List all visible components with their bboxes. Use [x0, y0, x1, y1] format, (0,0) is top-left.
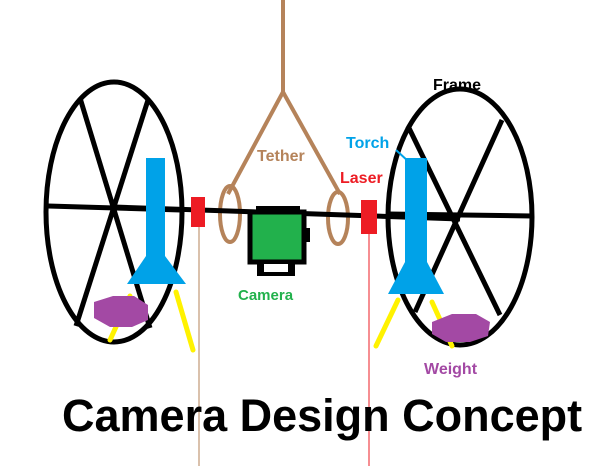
- torch-pointer: [395, 149, 410, 163]
- camera-label: Camera: [238, 287, 294, 304]
- left-torch: [127, 158, 186, 284]
- left-weight: [94, 296, 148, 327]
- weight-label: Weight: [424, 361, 478, 378]
- right-weight: [432, 314, 490, 342]
- right-torch: [388, 158, 444, 294]
- laser-label: Laser: [340, 170, 383, 187]
- left-laser: [191, 197, 205, 227]
- right-laser: [361, 200, 377, 234]
- frame-label: Frame: [433, 77, 482, 94]
- diagram-title: Camera Design Concept: [62, 390, 583, 441]
- tether: [218, 0, 350, 246]
- tether-label: Tether: [257, 148, 305, 165]
- camera: [247, 206, 310, 276]
- torch-label: Torch: [346, 135, 390, 152]
